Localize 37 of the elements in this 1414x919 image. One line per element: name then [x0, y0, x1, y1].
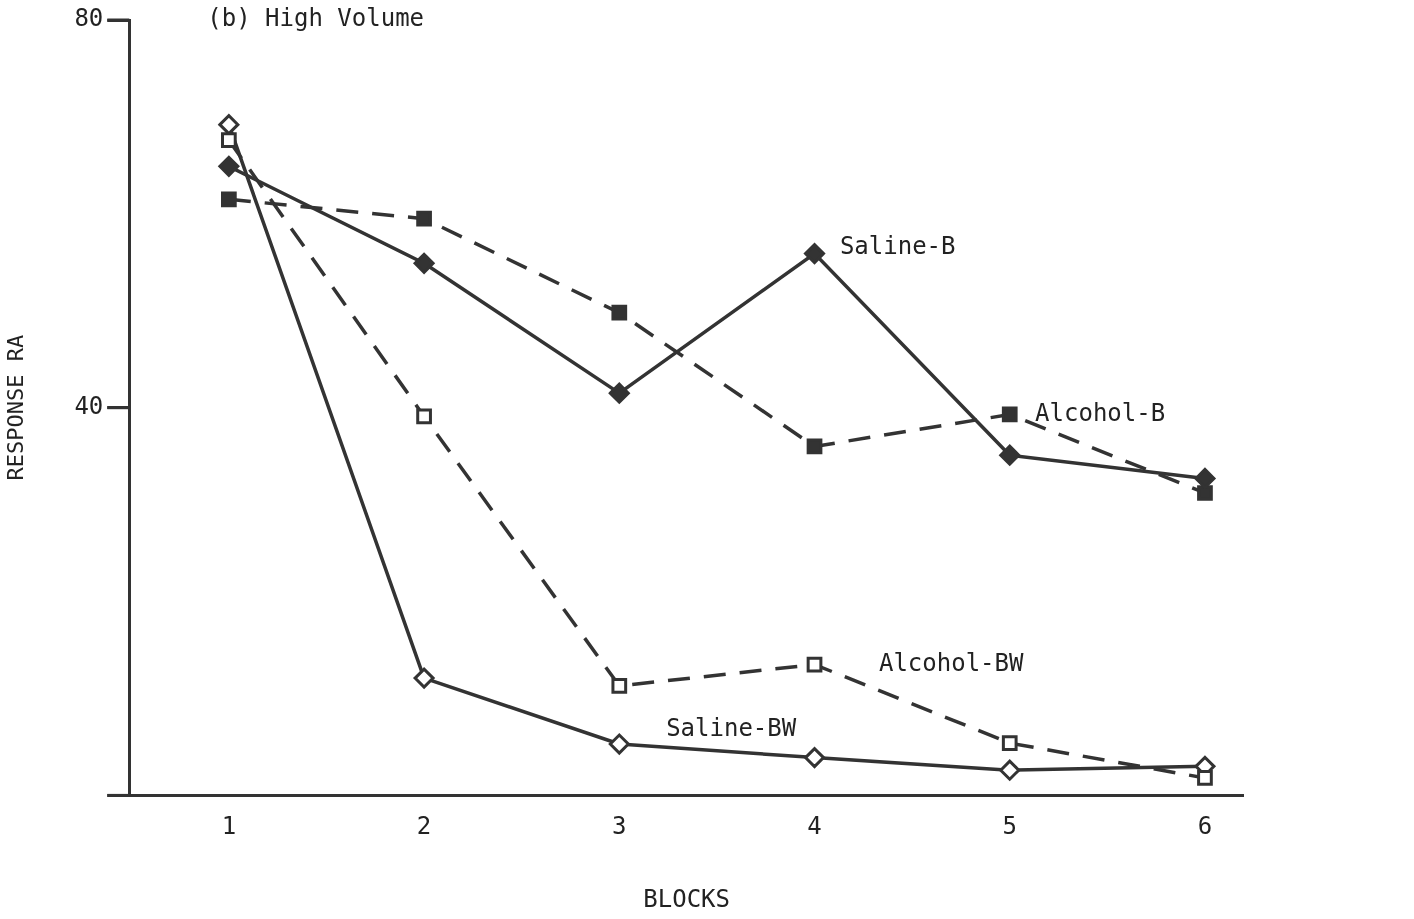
y-tick-label: 40: [74, 391, 104, 420]
point: [1197, 770, 1213, 786]
x-tick-label: 4: [807, 812, 822, 841]
point: [413, 252, 435, 274]
point: [608, 382, 630, 404]
point: [611, 678, 628, 694]
x-tick-label: 1: [221, 812, 237, 841]
x-tick-label: 3: [612, 812, 627, 841]
point: [1001, 406, 1018, 423]
point: [416, 210, 432, 227]
point: [999, 444, 1021, 466]
series-label: Saline-B: [839, 232, 956, 261]
point: [221, 132, 237, 149]
point: [221, 191, 237, 208]
point: [1001, 735, 1018, 751]
point: [218, 155, 240, 177]
series-label: Saline-BW: [666, 713, 797, 742]
point: [416, 408, 432, 425]
point: [804, 243, 826, 265]
y-axis-title: RESPONSE RA: [2, 334, 28, 481]
chart-title: (b) High Volume: [207, 4, 425, 33]
point: [999, 759, 1021, 781]
series-label: Alcohol-B: [1035, 398, 1166, 427]
x-tick-label: 2: [416, 812, 432, 841]
point: [611, 304, 628, 321]
point: [804, 747, 826, 769]
point: [806, 656, 823, 673]
point: [1194, 467, 1216, 489]
point: [608, 733, 630, 755]
point: [413, 667, 435, 689]
point: [806, 438, 823, 455]
point: [1197, 485, 1213, 501]
x-tick-label: 5: [1002, 812, 1017, 841]
y-tick-label: 80: [74, 4, 104, 33]
x-tick-label: 6: [1197, 812, 1213, 841]
x-axis-title: BLOCKS: [643, 884, 730, 913]
series-label: Alcohol-BW: [878, 648, 1024, 677]
